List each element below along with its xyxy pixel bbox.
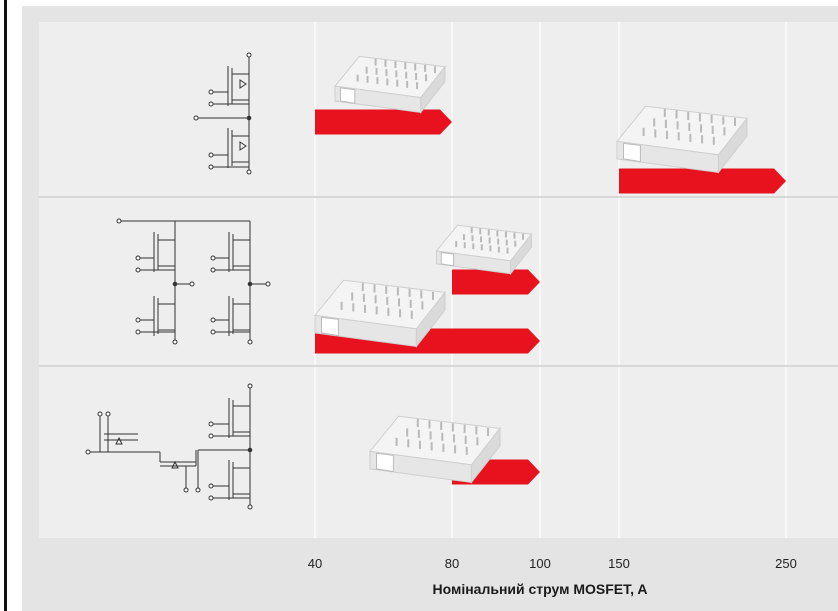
- x-tick-label: 80: [445, 556, 459, 571]
- bar-full-bridge-1: [452, 269, 540, 295]
- x-tick-label: 250: [775, 556, 797, 571]
- x-tick-label: 100: [529, 556, 551, 571]
- power-module-image: [616, 105, 748, 174]
- x-tick-label: 40: [308, 556, 322, 571]
- x-axis-title: Номінальний струм MOSFET, A: [432, 581, 647, 597]
- bar-half-bridge-1: [315, 109, 452, 135]
- boost-half-bridge-schematic: [85, 383, 253, 510]
- module-images: [314, 55, 748, 484]
- row-separators: [39, 196, 838, 367]
- x-tick-label: 150: [608, 556, 630, 571]
- power-module-image: [435, 224, 533, 276]
- left-margin-rule: [4, 0, 7, 611]
- full-bridge-schematic: [116, 218, 271, 345]
- bar-half-bridge-2: [619, 168, 786, 194]
- x-axis-ticks: 40 80 100 150 250: [308, 556, 797, 571]
- power-module-image: [314, 279, 446, 348]
- half-bridge-schematic: [193, 52, 252, 175]
- power-module-image: [334, 55, 446, 114]
- bars: [315, 109, 786, 485]
- power-module-image: [369, 415, 501, 484]
